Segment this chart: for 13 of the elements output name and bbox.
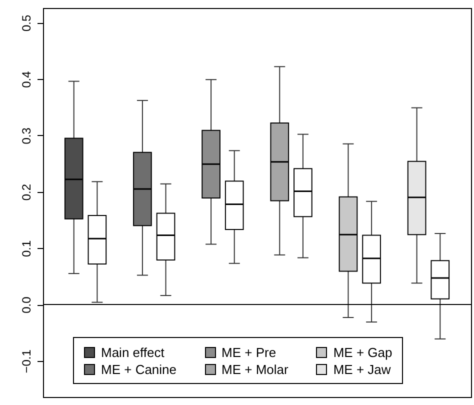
annotation: ME + Pre (222, 345, 276, 360)
y-tick-label: 0.0 (20, 296, 34, 314)
annotation: ME + Molar (222, 362, 288, 377)
annotation: Main effect (101, 345, 164, 360)
annotation: ME + Canine (101, 362, 177, 377)
y-tick-label: 0.1 (20, 240, 34, 258)
annotation: ME + Gap (333, 345, 392, 360)
annotation: ME + Jaw (333, 362, 391, 377)
y-tick-label: 0.3 (20, 127, 34, 144)
y-tick-label: −0.1 (20, 349, 34, 374)
y-tick-label: 0.5 (20, 14, 34, 32)
y-tick-label: 0.4 (20, 70, 34, 88)
y-tick-label: 0.2 (20, 184, 34, 201)
